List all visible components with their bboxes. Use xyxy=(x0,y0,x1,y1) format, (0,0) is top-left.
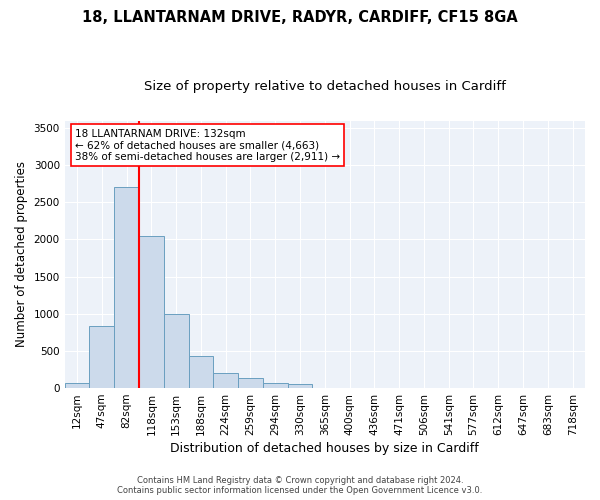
Y-axis label: Number of detached properties: Number of detached properties xyxy=(15,162,28,348)
Bar xyxy=(65,383,89,388)
Bar xyxy=(238,378,263,388)
Text: Contains HM Land Registry data © Crown copyright and database right 2024.
Contai: Contains HM Land Registry data © Crown c… xyxy=(118,476,482,495)
Bar xyxy=(214,373,238,388)
Text: 18, LLANTARNAM DRIVE, RADYR, CARDIFF, CF15 8GA: 18, LLANTARNAM DRIVE, RADYR, CARDIFF, CF… xyxy=(82,10,518,25)
Bar xyxy=(188,356,214,388)
Bar xyxy=(287,384,313,388)
Bar xyxy=(114,188,139,388)
Text: 18 LLANTARNAM DRIVE: 132sqm
← 62% of detached houses are smaller (4,663)
38% of : 18 LLANTARNAM DRIVE: 132sqm ← 62% of det… xyxy=(75,128,340,162)
Bar xyxy=(263,383,287,388)
Bar xyxy=(139,236,164,388)
X-axis label: Distribution of detached houses by size in Cardiff: Distribution of detached houses by size … xyxy=(170,442,479,455)
Bar xyxy=(164,314,188,388)
Bar xyxy=(89,326,114,388)
Title: Size of property relative to detached houses in Cardiff: Size of property relative to detached ho… xyxy=(144,80,506,93)
